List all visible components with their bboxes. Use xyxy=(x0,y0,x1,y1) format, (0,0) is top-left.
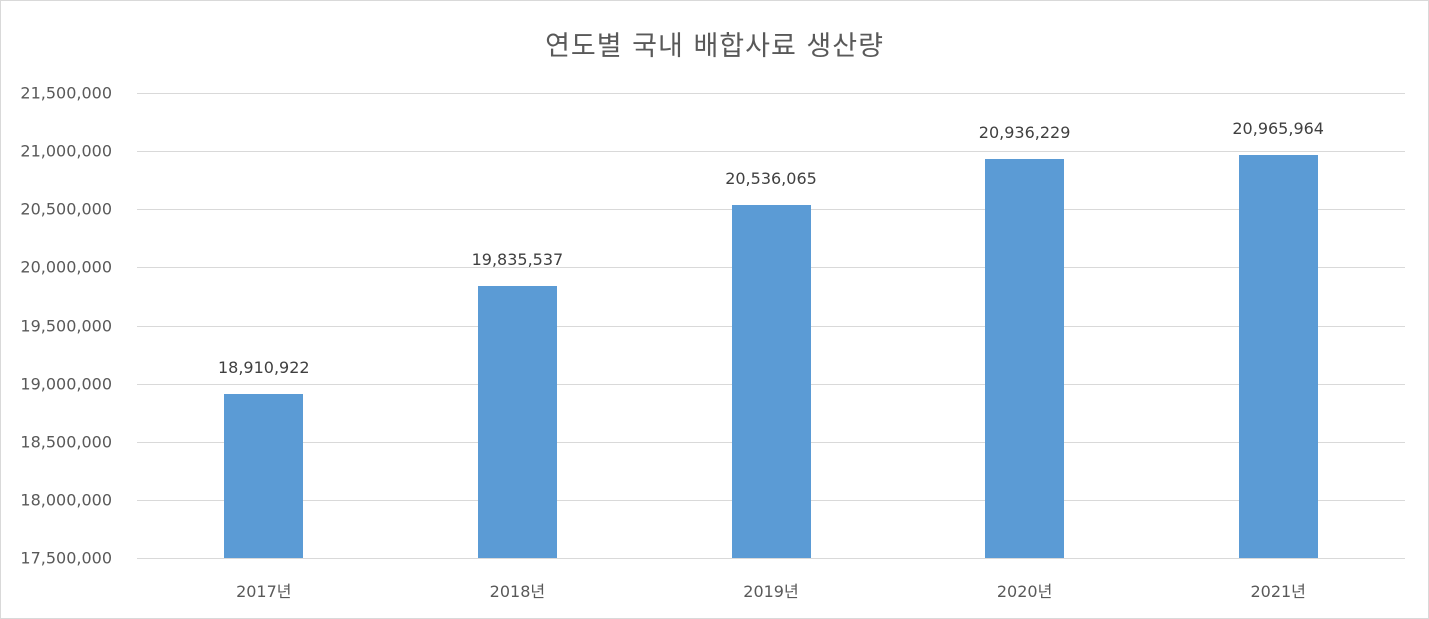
bar-2020년[interactable] xyxy=(985,158,1065,558)
y-tick-label: 21,500,000 xyxy=(20,83,112,103)
x-tick-label: 2019년 xyxy=(743,582,799,601)
bar-2018년[interactable] xyxy=(477,286,557,558)
bar-2017년[interactable] xyxy=(224,393,304,558)
y-tick-label: 20,500,000 xyxy=(20,199,112,219)
y-tick-label: 18,000,000 xyxy=(20,490,112,510)
x-tick-label: 2018년 xyxy=(489,582,546,601)
data-label: 20,936,229 xyxy=(978,122,1071,142)
y-tick-label: 17,500,000 xyxy=(20,548,112,568)
x-tick-label: 2020년 xyxy=(996,582,1053,601)
data-label: 20,965,964 xyxy=(1232,119,1324,139)
y-tick-label: 19,000,000 xyxy=(20,374,112,394)
gridline xyxy=(137,151,1405,153)
data-label: 19,835,537 xyxy=(471,250,564,270)
y-tick-label: 20,000,000 xyxy=(20,257,112,277)
x-tick-label: 2021년 xyxy=(1250,582,1306,601)
y-tick-label: 19,500,000 xyxy=(20,316,112,335)
x-tick-label: 2017년 xyxy=(236,582,292,601)
data-label: 20,536,065 xyxy=(725,169,817,189)
gridline xyxy=(137,93,1405,94)
bar-2021년[interactable] xyxy=(1238,155,1318,558)
bar-2019년[interactable] xyxy=(731,205,811,558)
y-tick-label: 21,000,000 xyxy=(20,141,112,161)
y-tick-label: 18,500,000 xyxy=(20,432,112,452)
data-label: 18,910,922 xyxy=(217,357,310,377)
gridline xyxy=(137,558,1405,559)
chart-title: 연도별 국내 배합사료 생산량 xyxy=(545,31,884,62)
